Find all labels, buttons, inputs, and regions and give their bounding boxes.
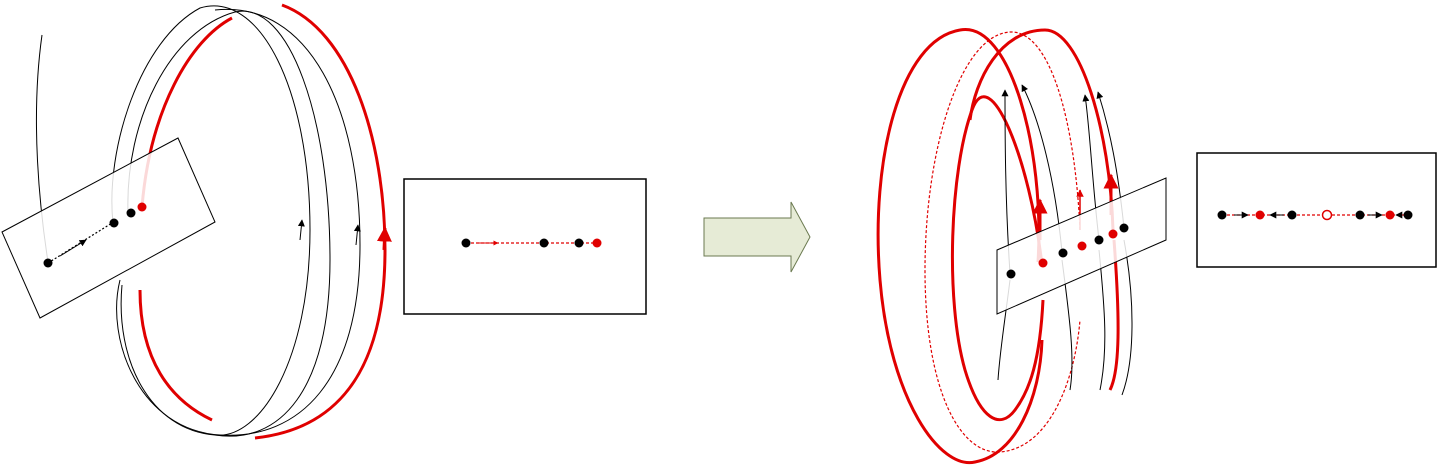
right-red-outer-orbit (968, 28, 1120, 391)
right-inset-frame (1196, 152, 1437, 268)
left-section-point-1 (43, 258, 53, 268)
left-red-orbit-outer (254, 3, 387, 440)
left-red-orbit-lower (138, 289, 213, 422)
right-figure (876, 28, 1167, 465)
left-inset-point-4 (592, 238, 602, 248)
left-figure (1, 3, 392, 440)
right-red-dashed-loop (924, 31, 1081, 453)
left-inset-frame (403, 178, 647, 315)
left-section-point-2 (109, 218, 119, 228)
right-section-point-1 (1006, 269, 1016, 279)
left-inset-point-1 (461, 238, 471, 248)
left-section-point-3 (126, 208, 136, 218)
right-section-point-6 (1108, 229, 1118, 239)
right-section-point-4 (1077, 241, 1087, 251)
right-inset-point-2 (1255, 210, 1265, 220)
right-inset (1196, 152, 1437, 268)
right-section-point-2 (1038, 258, 1048, 268)
left-section-point-4 (137, 202, 147, 212)
left-inset-point-3 (574, 238, 584, 248)
left-cross-section-plane (1, 137, 216, 319)
left-inset-point-2 (539, 238, 549, 248)
right-section-point-3 (1058, 248, 1068, 258)
left-flow-arrow-1 (297, 219, 305, 241)
right-red-inner-loop (950, 95, 1045, 422)
right-inset-point-5 (1355, 210, 1365, 220)
right-inset-point-6 (1385, 210, 1395, 220)
right-black-orbit-lower-3 (1098, 249, 1106, 391)
right-inset-point-7 (1403, 210, 1413, 220)
right-section-point-7 (1119, 223, 1129, 233)
left-black-orbit-4 (116, 8, 361, 436)
right-inset-point-3 (1287, 210, 1297, 220)
right-arrow-icon (703, 201, 811, 273)
left-section-arrow (59, 239, 87, 257)
left-flow-arrow-red (376, 226, 392, 251)
right-inset-point-1 (1217, 210, 1227, 220)
transition-arrow (703, 201, 811, 273)
right-inset-point-4 (1321, 209, 1333, 221)
left-flow-arrow-2 (353, 224, 361, 246)
left-inset (403, 178, 647, 315)
right-section-point-5 (1094, 235, 1104, 245)
right-red-outer-loop (876, 28, 1044, 465)
right-black-orbit-lower-4 (1121, 239, 1133, 396)
